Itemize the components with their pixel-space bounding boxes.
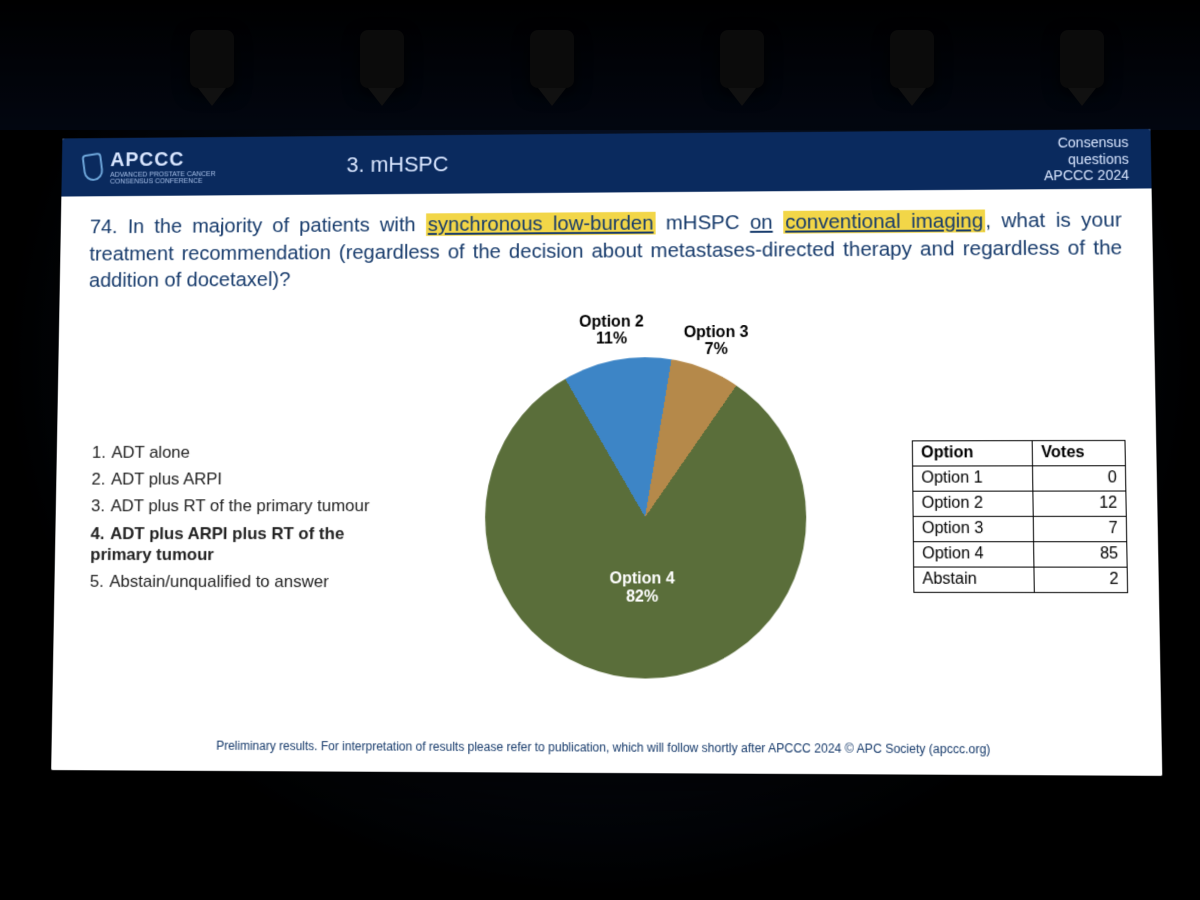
option-text: ADT plus ARPI xyxy=(111,470,222,489)
stage-light xyxy=(530,30,574,88)
option-number: 2. xyxy=(91,469,111,490)
votes-cell: 7 xyxy=(1034,516,1127,541)
votes-cell: 0 xyxy=(1033,466,1126,491)
stage-light xyxy=(720,30,764,88)
brand-name: APCCC xyxy=(110,148,216,171)
topbar-right-3: APCCC 2024 xyxy=(1044,167,1129,184)
votes-cell: 85 xyxy=(1034,542,1127,567)
votes-row: Option 485 xyxy=(913,542,1127,567)
option-number: 5. xyxy=(90,571,110,592)
votes-cell: Abstain xyxy=(914,567,1035,593)
votes-row: Abstain2 xyxy=(914,567,1128,593)
option-text: ADT plus ARPI plus RT of the primary tum… xyxy=(90,524,344,564)
brand-sub2: CONSENSUS CONFERENCE xyxy=(110,177,216,185)
section-title: 3. mHSPC xyxy=(346,152,448,178)
stage-light xyxy=(890,30,934,88)
pie-slice-label: Option 211% xyxy=(567,313,657,348)
votes-table: OptionVotesOption 10Option 212Option 37O… xyxy=(912,440,1128,593)
option-number: 1. xyxy=(92,442,112,463)
options-list: 1.ADT alone2.ADT plus ARPI3.ADT plus RT … xyxy=(84,435,382,598)
option-number: 4. xyxy=(90,523,110,544)
highlight-2: conventional imaging xyxy=(783,209,985,233)
stage-light xyxy=(1060,30,1104,88)
option-number: 3. xyxy=(91,496,111,517)
question-number: 74. xyxy=(90,216,118,239)
ribbon-icon xyxy=(82,152,105,182)
footer-text: Preliminary results. For interpretation … xyxy=(81,732,1131,767)
votes-cell: Option 3 xyxy=(913,516,1034,541)
votes-header: Votes xyxy=(1032,440,1125,465)
option-item: 5.Abstain/unqualified to answer xyxy=(90,571,381,593)
votes-row: Option 10 xyxy=(913,466,1126,491)
option-text: ADT alone xyxy=(111,443,190,462)
option-item: 1.ADT alone xyxy=(92,441,381,463)
votes-cell: Option 4 xyxy=(913,542,1034,567)
question-text: 74. In the majority of patients with syn… xyxy=(89,207,1123,295)
votes-row: Option 212 xyxy=(913,491,1126,516)
topbar-right-2: questions xyxy=(1044,151,1129,168)
slide-body: 74. In the majority of patients with syn… xyxy=(51,188,1162,775)
logo: APCCC ADVANCED PROSTATE CANCER CONSENSUS… xyxy=(83,148,216,185)
stage-light xyxy=(360,30,404,88)
votes-cell: Option 2 xyxy=(913,491,1034,516)
slide-container: APCCC ADVANCED PROSTATE CANCER CONSENSUS… xyxy=(50,130,1150,770)
votes-cell: 2 xyxy=(1034,567,1127,593)
pie-chart: Option 211%Option 37%Option 482% xyxy=(390,356,905,679)
ceiling xyxy=(0,0,1200,130)
votes-header: Option xyxy=(912,441,1032,466)
topbar-right-1: Consensus xyxy=(1043,134,1128,151)
votes-row: Option 37 xyxy=(913,516,1127,541)
votes-cell: Option 1 xyxy=(913,466,1034,491)
topbar-right: Consensus questions APCCC 2024 xyxy=(1043,134,1129,185)
pie-slice-label: Option 37% xyxy=(671,324,761,359)
pie-slice-label: Option 482% xyxy=(597,571,688,607)
option-text: ADT plus RT of the primary tumour xyxy=(111,496,370,515)
slide-topbar: APCCC ADVANCED PROSTATE CANCER CONSENSUS… xyxy=(61,129,1151,197)
option-item: 3.ADT plus RT of the primary tumour xyxy=(91,495,381,516)
option-item: 4.ADT plus ARPI plus RT of the primary t… xyxy=(90,523,381,565)
votes-cell: 12 xyxy=(1033,491,1126,516)
stage-light xyxy=(190,30,234,88)
highlight-1: synchronous low-burden xyxy=(426,212,656,236)
option-text: Abstain/unqualified to answer xyxy=(109,572,328,591)
stage-background: APCCC ADVANCED PROSTATE CANCER CONSENSUS… xyxy=(0,0,1200,900)
option-item: 2.ADT plus ARPI xyxy=(91,468,381,489)
slide: APCCC ADVANCED PROSTATE CANCER CONSENSUS… xyxy=(51,129,1162,776)
